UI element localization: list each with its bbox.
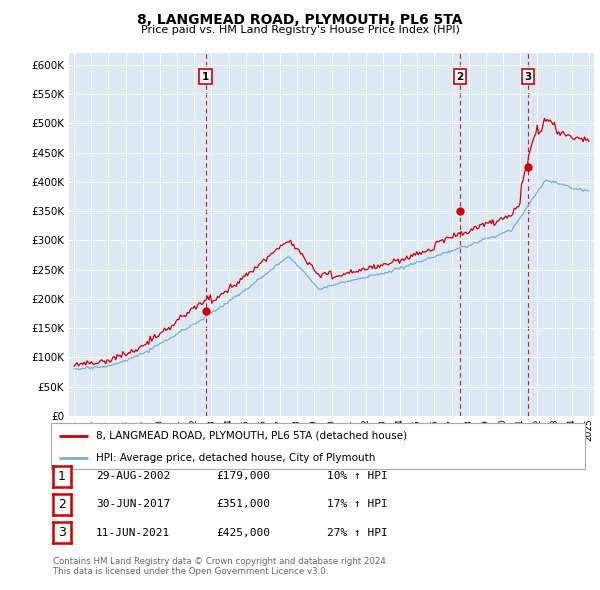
Text: Contains HM Land Registry data © Crown copyright and database right 2024.: Contains HM Land Registry data © Crown c…: [53, 558, 388, 566]
Text: 8, LANGMEAD ROAD, PLYMOUTH, PL6 5TA (detached house): 8, LANGMEAD ROAD, PLYMOUTH, PL6 5TA (det…: [97, 431, 407, 441]
Text: £351,000: £351,000: [216, 500, 270, 509]
Text: 2: 2: [58, 498, 66, 511]
Text: 17% ↑ HPI: 17% ↑ HPI: [327, 500, 388, 509]
Text: 10% ↑ HPI: 10% ↑ HPI: [327, 471, 388, 481]
Text: 11-JUN-2021: 11-JUN-2021: [96, 528, 170, 537]
Text: 2: 2: [457, 71, 464, 81]
Text: This data is licensed under the Open Government Licence v3.0.: This data is licensed under the Open Gov…: [53, 567, 328, 576]
Text: £179,000: £179,000: [216, 471, 270, 481]
Text: 1: 1: [58, 470, 66, 483]
Text: £425,000: £425,000: [216, 528, 270, 537]
Text: 30-JUN-2017: 30-JUN-2017: [96, 500, 170, 509]
Text: Price paid vs. HM Land Registry's House Price Index (HPI): Price paid vs. HM Land Registry's House …: [140, 25, 460, 35]
Text: 27% ↑ HPI: 27% ↑ HPI: [327, 528, 388, 537]
Text: 1: 1: [202, 71, 209, 81]
Text: 29-AUG-2002: 29-AUG-2002: [96, 471, 170, 481]
Text: 3: 3: [524, 71, 532, 81]
Text: 8, LANGMEAD ROAD, PLYMOUTH, PL6 5TA: 8, LANGMEAD ROAD, PLYMOUTH, PL6 5TA: [137, 13, 463, 27]
Text: HPI: Average price, detached house, City of Plymouth: HPI: Average price, detached house, City…: [97, 453, 376, 463]
Text: 3: 3: [58, 526, 66, 539]
